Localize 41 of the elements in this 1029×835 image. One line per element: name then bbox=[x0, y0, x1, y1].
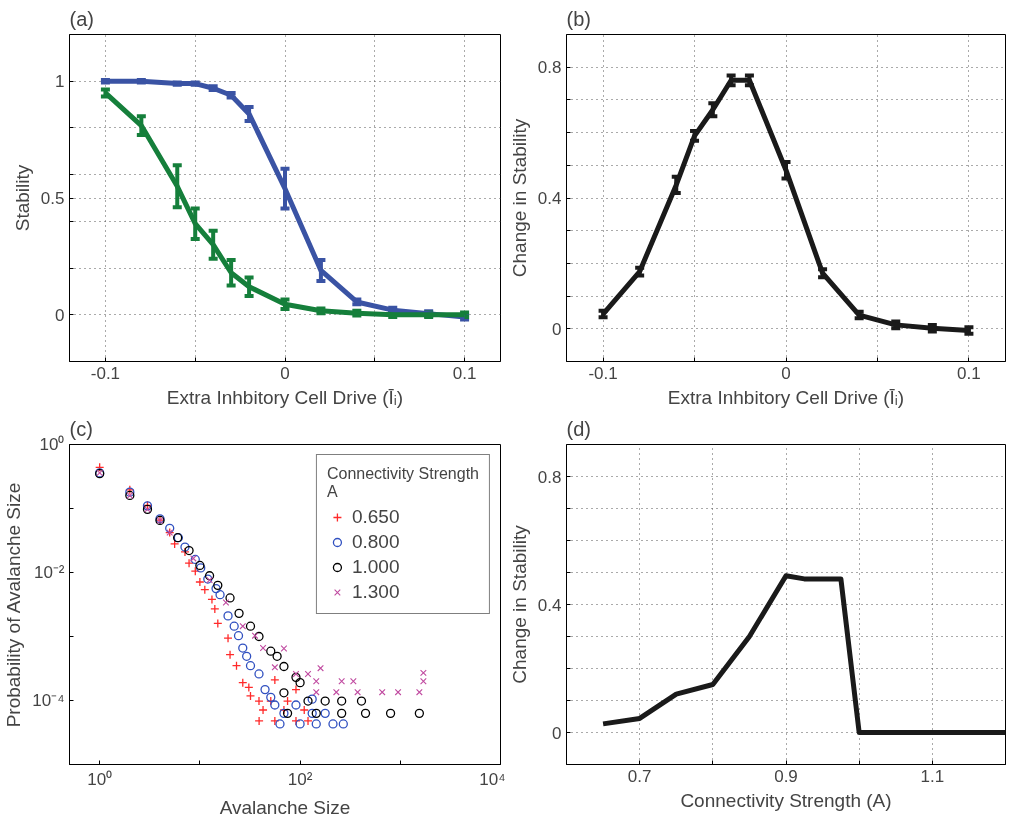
x-axis-title: Avalanche Size bbox=[219, 796, 351, 818]
y-axis-title: Change in Stability bbox=[508, 118, 530, 278]
x-tick-label: 0.7 bbox=[627, 766, 652, 786]
x-tick-label: 0 bbox=[781, 363, 791, 383]
x-tick-label: -0.1 bbox=[90, 363, 121, 383]
x-tick-label: 0.1 bbox=[957, 363, 981, 383]
y-axis-title: Stability bbox=[11, 164, 33, 232]
legend-title: Connectivity Strength A bbox=[326, 465, 479, 501]
y-tick-label: 0.5 bbox=[40, 189, 65, 208]
legend-label: 0.800 bbox=[351, 531, 400, 553]
legend-label: 1.300 bbox=[351, 581, 400, 603]
y-tick-label: 0 bbox=[552, 319, 562, 339]
legend-label: 1.000 bbox=[351, 556, 400, 578]
y-tick-label: 10⁰ bbox=[39, 435, 65, 454]
chart-title: (d) bbox=[566, 417, 591, 440]
y-tick-label: 0.4 bbox=[537, 189, 562, 208]
x-tick-label: 0 bbox=[280, 363, 290, 383]
x-tick-label: 10² bbox=[287, 769, 313, 789]
x-tick-label: 10⁴ bbox=[479, 769, 506, 789]
x-tick-label: 10⁰ bbox=[87, 769, 113, 789]
y-tick-label: 0.8 bbox=[537, 58, 562, 78]
x-tick-label: 0.1 bbox=[452, 363, 477, 383]
y-tick-label: 0.8 bbox=[537, 467, 562, 487]
x-tick-label: -0.1 bbox=[588, 363, 618, 383]
x-axis-title: Extra Inhbitory Cell Drive (Īᵢ) bbox=[166, 386, 404, 408]
y-axis-title: Change in Stability bbox=[508, 524, 530, 684]
x-axis-title: Connectivity Strength (A) bbox=[680, 789, 892, 811]
y-tick-label: 1 bbox=[55, 72, 65, 92]
y-tick-label: 0 bbox=[55, 305, 65, 325]
chart-title: (b) bbox=[566, 7, 591, 30]
x-tick-label: 1.1 bbox=[920, 766, 945, 786]
y-tick-label: 0.4 bbox=[537, 595, 562, 615]
y-tick-label: 0 bbox=[552, 723, 562, 743]
chart-title: (c) bbox=[69, 417, 93, 440]
x-axis-title: Extra Inhbitory Cell Drive (Īᵢ) bbox=[667, 386, 905, 408]
x-tick-label: 0.9 bbox=[774, 766, 798, 786]
chart-title: (a) bbox=[69, 7, 94, 30]
legend-label: 0.650 bbox=[351, 506, 400, 528]
y-tick-label: 10⁻⁴ bbox=[32, 691, 65, 710]
y-tick-label: 10⁻² bbox=[33, 563, 65, 582]
y-axis-title: Probability of Avalanche Size bbox=[3, 482, 25, 728]
